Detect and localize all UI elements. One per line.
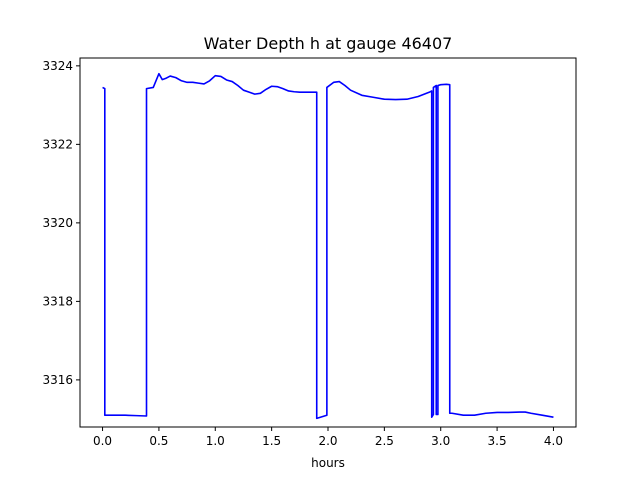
y-tick-label: 3322 [42,137,73,151]
y-tick-label: 3316 [42,373,73,387]
chart-title: Water Depth h at gauge 46407 [204,34,453,53]
x-axis: 0.0 0.5 1.0 1.5 2.0 2.5 3.0 3.5 4.0 [93,427,563,448]
y-tick-label: 3320 [42,216,73,230]
y-axis: 3316 3318 3320 3322 3324 [42,59,80,387]
x-tick-label: 4.0 [544,434,563,448]
x-tick-label: 3.5 [488,434,507,448]
x-tick-label: 2.5 [375,434,394,448]
x-tick-label: 0.0 [93,434,112,448]
x-tick-label: 2.0 [318,434,337,448]
x-axis-label: hours [311,456,345,470]
x-tick-label: 1.0 [206,434,225,448]
y-tick-label: 3318 [42,294,73,308]
x-tick-label: 1.5 [262,434,281,448]
x-tick-label: 0.5 [149,434,168,448]
x-tick-label: 3.0 [431,434,450,448]
series-line [102,72,554,420]
y-tick-label: 3324 [42,59,73,73]
